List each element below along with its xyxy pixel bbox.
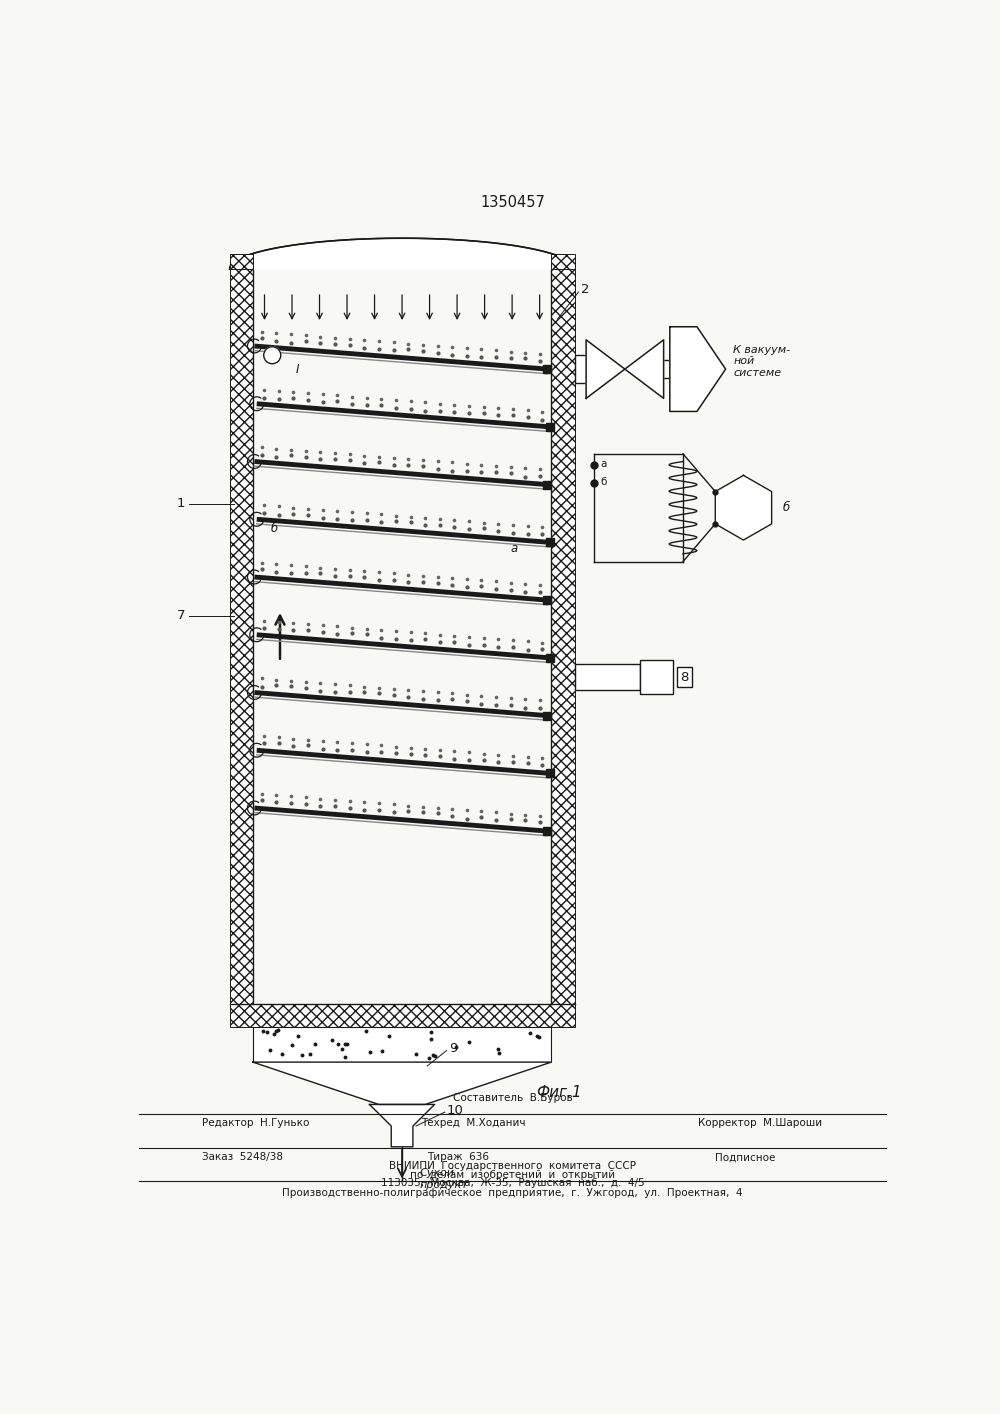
Bar [551, 253, 574, 269]
Text: К вакуум-
ной
системе: К вакуум- ной системе [733, 345, 790, 378]
Text: Заказ  5248/38: Заказ 5248/38 [202, 1152, 284, 1162]
Text: 1: 1 [177, 498, 185, 510]
Text: 10: 10 [447, 1104, 464, 1117]
Bar [230, 1004, 574, 1028]
Text: б: б [600, 477, 606, 486]
Text: Корректор  М.Шароши: Корректор М.Шароши [698, 1117, 823, 1127]
Text: 9: 9 [449, 1042, 457, 1055]
Text: 7: 7 [177, 609, 185, 622]
Polygon shape [625, 339, 664, 399]
Polygon shape [670, 327, 726, 411]
Polygon shape [715, 475, 772, 540]
Text: а: а [600, 458, 606, 469]
Bar [230, 269, 253, 1004]
Text: Производственно-полиграфическое  предприятие,  г.  Ужгород,  ул.  Проектная,  4: Производственно-полиграфическое предприя… [282, 1188, 743, 1199]
Bar [574, 355, 602, 383]
Bar [640, 660, 673, 694]
Text: 2: 2 [581, 283, 589, 297]
Text: Составитель  В.Буров: Составитель В.Буров [453, 1093, 572, 1103]
Text: Сухой
продукт: Сухой продукт [419, 1168, 468, 1191]
Text: I: I [296, 362, 299, 376]
Bar [230, 253, 253, 269]
Text: б: б [782, 501, 789, 515]
Text: 8: 8 [680, 670, 689, 683]
Bar [574, 665, 640, 690]
Text: а: а [510, 542, 518, 556]
Bar [551, 269, 574, 1004]
Text: Тираж  636: Тираж 636 [427, 1152, 489, 1162]
Polygon shape [230, 238, 574, 269]
Text: Редактор  Н.Гунько: Редактор Н.Гунько [202, 1117, 310, 1127]
Text: Подписное: Подписное [715, 1152, 775, 1162]
Text: ВНИИПИ  Государственного  комитета  СССР: ВНИИПИ Государственного комитета СССР [389, 1161, 636, 1171]
Bar [253, 1028, 551, 1062]
Text: 1350457: 1350457 [480, 195, 545, 209]
Text: 113035,  Москва,  Ж-35,  Раушская  наб.,  д.  4/5: 113035, Москва, Ж-35, Раушская наб., д. … [381, 1178, 644, 1188]
Polygon shape [586, 339, 625, 399]
Polygon shape [370, 1104, 435, 1147]
Text: Техред  М.Ходанич: Техред М.Ходанич [422, 1117, 526, 1127]
Text: б: б [271, 522, 278, 534]
Polygon shape [253, 1062, 551, 1104]
Text: по  делам  изобретений  и  открытий: по делам изобретений и открытий [410, 1169, 615, 1179]
Text: Фиг.1: Фиг.1 [536, 1086, 581, 1100]
Circle shape [264, 346, 281, 363]
